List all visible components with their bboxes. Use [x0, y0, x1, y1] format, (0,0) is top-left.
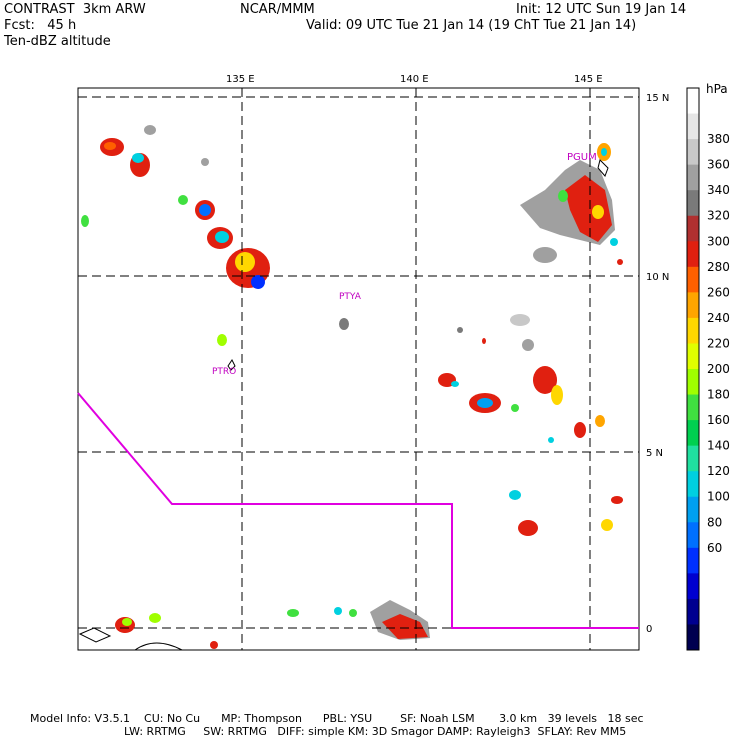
- colorbar-swatch: [687, 88, 699, 115]
- colorbar-swatch: [687, 522, 699, 549]
- colorbar-unit: hPa: [706, 82, 728, 96]
- valid-time: Valid: 09 UTC Tue 21 Jan 14 (19 ChT Tue …: [306, 18, 637, 33]
- colorbar-swatch: [687, 113, 699, 140]
- colorbar-swatch: [687, 139, 699, 166]
- echo-cells: [81, 125, 623, 649]
- colorbar-swatch: [687, 190, 699, 217]
- colorbar-swatch: [687, 317, 699, 344]
- colorbar-level-label: 240: [707, 311, 730, 325]
- coastlines: [78, 159, 609, 651]
- colorbar-level-label: 220: [707, 336, 730, 350]
- colorbar-level-label: 60: [707, 541, 722, 555]
- colorbar-level-label: 80: [707, 515, 722, 529]
- lat-label-0: 0: [646, 624, 652, 635]
- colorbar-swatch: [687, 164, 699, 191]
- colorbar-swatch: [687, 266, 699, 293]
- map-frame: [77, 87, 640, 651]
- lat-label-15: 15 N: [646, 93, 669, 104]
- colorbar-frame: [686, 87, 700, 651]
- model-info-line2: LW: RRTMG SW: RRTMG DIFF: simple KM: 3D …: [124, 725, 627, 738]
- colorbar-swatch: [687, 420, 699, 447]
- field-name: Ten-dBZ altitude: [4, 34, 111, 49]
- eez-boundary: [77, 392, 639, 629]
- station-pgum: PGUM: [567, 152, 597, 163]
- colorbar-swatch: [687, 573, 699, 600]
- radar-map: PGUM PTYA PTRO 135 E 140 E 145 E 15 N 10…: [77, 74, 730, 651]
- lon-label-135: 135 E: [226, 74, 255, 85]
- init-time: Init: 12 UTC Sun 19 Jan 14: [516, 2, 687, 17]
- colorbar-level-label: 340: [707, 183, 730, 197]
- forecast-hour: Fcst: 45 h: [4, 18, 77, 33]
- lon-label-140: 140 E: [400, 74, 429, 85]
- colorbar-swatch: [687, 394, 699, 421]
- colorbar-swatch: [687, 292, 699, 319]
- colorbar: 380 360 340 320 300 280 260 240 220 200 180 160 140 1…: [686, 87, 730, 651]
- lon-label-145: 145 E: [574, 74, 603, 85]
- colorbar-level-label: 140: [707, 439, 730, 453]
- lat-label-10: 10 N: [646, 272, 669, 283]
- colorbar-level-label: 160: [707, 413, 730, 427]
- colorbar-level-label: 180: [707, 388, 730, 402]
- model-title: CONTRAST 3km ARW: [4, 2, 146, 17]
- colorbar-swatch: [687, 471, 699, 498]
- colorbar-level-label: 260: [707, 285, 730, 299]
- colorbar-level-label: 300: [707, 234, 730, 248]
- colorbar-level-label: 360: [707, 158, 730, 172]
- colorbar-level-label: 320: [707, 209, 730, 223]
- station-ptya: PTYA: [339, 292, 362, 302]
- colorbar-level-label: 120: [707, 464, 730, 478]
- colorbar-swatch: [687, 496, 699, 523]
- colorbar-swatch: [687, 547, 699, 574]
- model-info-line1: Model Info: V3.5.1 CU: No Cu MP: Thompso…: [30, 712, 644, 725]
- colorbar-swatch: [687, 445, 699, 472]
- colorbar-swatch: [687, 215, 699, 242]
- colorbar-level-label: 200: [707, 362, 730, 376]
- colorbar-swatch: [687, 343, 699, 370]
- center-label: NCAR/MMM: [240, 2, 315, 17]
- lat-label-5: 5 N: [646, 448, 663, 459]
- colorbar-level-label: 280: [707, 260, 730, 274]
- colorbar-swatch: [687, 624, 699, 651]
- colorbar-level-label: 100: [707, 490, 730, 504]
- colorbar-swatch: [687, 241, 699, 268]
- colorbar-level-label: 380: [707, 132, 730, 146]
- colorbar-swatch: [687, 369, 699, 396]
- station-ptro: PTRO: [212, 367, 236, 377]
- colorbar-swatch: [687, 598, 699, 625]
